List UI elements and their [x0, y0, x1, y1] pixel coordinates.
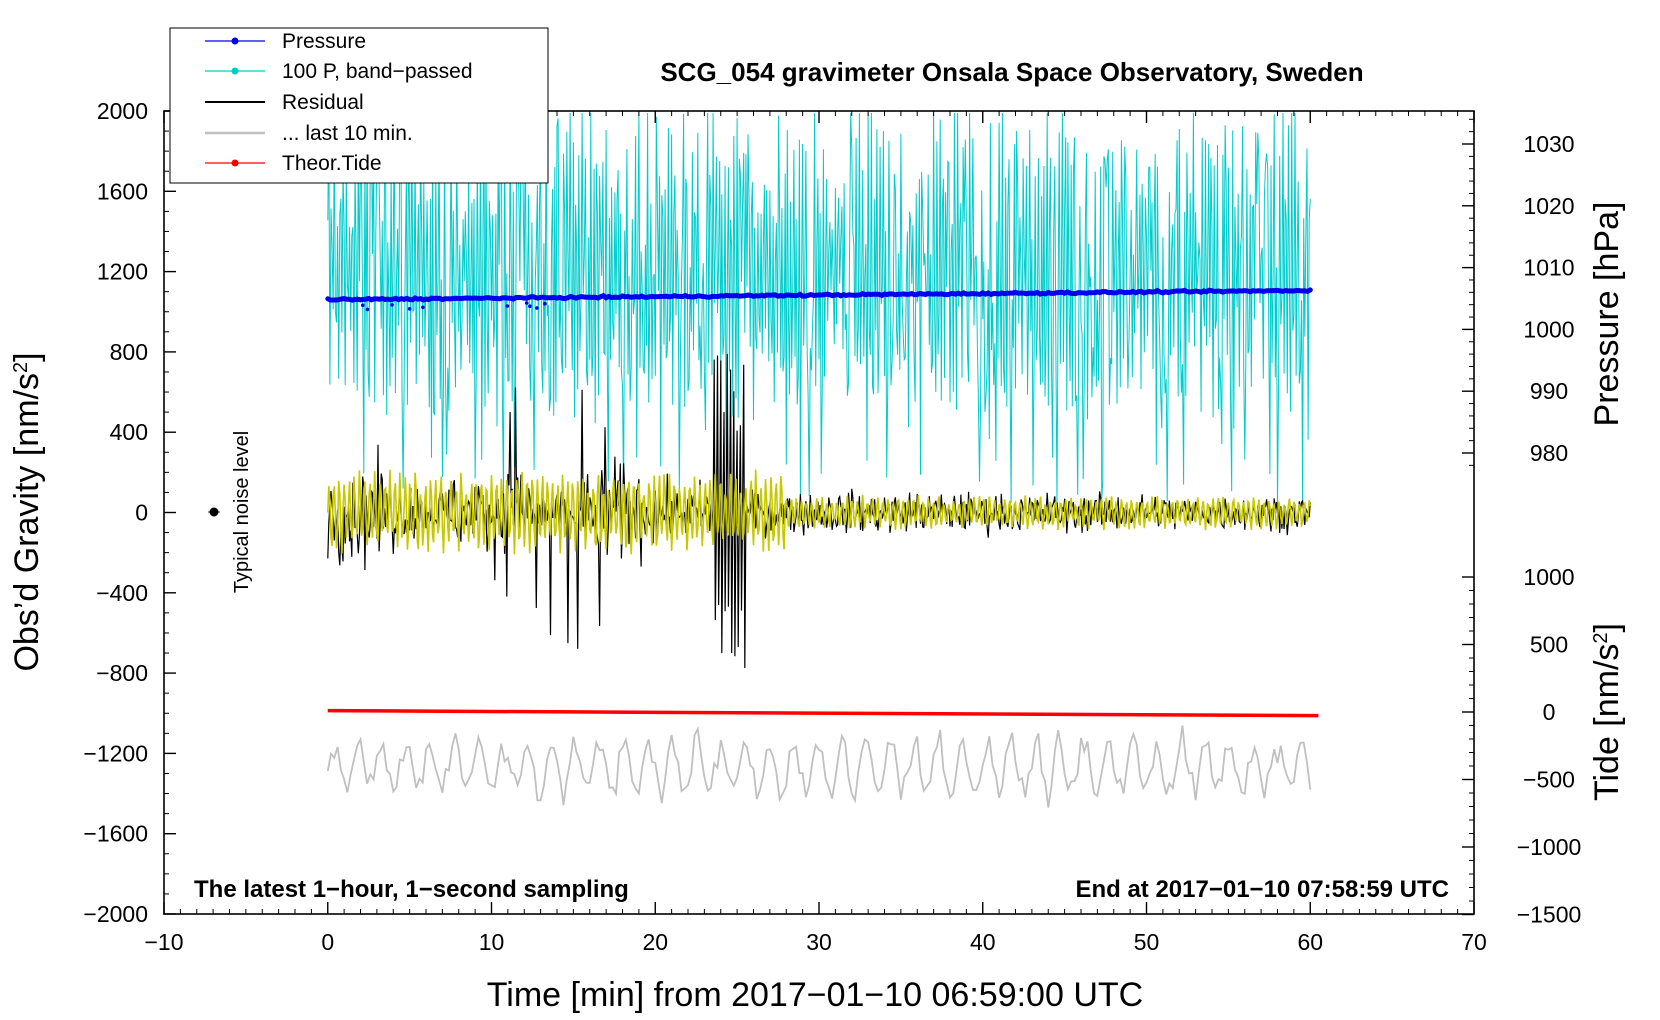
- y-axis-label-left: Obs’d Gravity [nm/s2]: [8, 352, 46, 671]
- pressure-tick-label: 1020: [1523, 193, 1574, 219]
- pressure-outlier-point: [528, 304, 532, 309]
- y-axis-label-tide: Tide [nm/s2]: [1588, 623, 1626, 801]
- pressure-outlier-point: [421, 305, 425, 310]
- legend-label-tide: Theor.Tide: [282, 152, 382, 175]
- legend-marker-pressure: [231, 37, 239, 45]
- legend: Pressure 100 P, band−passed Residual ...…: [169, 27, 549, 184]
- y-tick-label: 1600: [97, 178, 148, 204]
- legend-marker-tide: [231, 159, 239, 167]
- pressure-outlier-point: [361, 303, 365, 308]
- pressure-tick-label: 1010: [1523, 255, 1574, 281]
- noise-level-marker: Typical noise level: [208, 431, 253, 593]
- y-tick-label: 0: [135, 500, 148, 526]
- ticks-layer: −10 0 10 20 30 40 50 60 702000160012008004000−40…: [83, 98, 1581, 955]
- x-tick-label: −10: [144, 929, 183, 955]
- pressure-outlier-point: [535, 306, 539, 310]
- series-line-filtered: [327, 469, 1312, 555]
- y-tick-label: −1200: [83, 740, 148, 766]
- x-tick-label: 40: [970, 929, 996, 955]
- chart-title: SCG_054 gravimeter Onsala Space Observat…: [660, 57, 1363, 87]
- y-tick-label: −2000: [83, 901, 148, 927]
- noise-level-label: Typical noise level: [231, 431, 253, 593]
- pressure-outlier-point: [505, 304, 510, 308]
- annotation-bottom-right: End at 2017−01−10 07:58:59 UTC: [1075, 876, 1449, 903]
- tide-tick-label: −1000: [1517, 834, 1582, 860]
- series-line-tide: [327, 708, 1319, 718]
- series-line-pressure: [325, 287, 1313, 303]
- y-tick-label: −800: [96, 660, 148, 686]
- y-axis-label-pressure: Pressure [hPa]: [1588, 202, 1626, 427]
- y-tick-label: −1600: [83, 821, 148, 847]
- x-tick-label: 20: [642, 929, 668, 955]
- noise-level-dot: [209, 507, 219, 517]
- legend-marker-bandpassed: [231, 67, 239, 75]
- tide-tick-label: −500: [1523, 767, 1575, 793]
- series-line-last10: [326, 725, 1312, 808]
- legend-box: [169, 27, 549, 184]
- x-axis-label: Time [min] from 2017−01−10 06:59:00 UTC: [487, 976, 1143, 1014]
- y-tick-label: 800: [110, 339, 148, 365]
- pressure-outlier-point: [390, 303, 394, 307]
- y-tick-label: −400: [96, 580, 148, 606]
- pressure-tick-label: 990: [1530, 378, 1568, 404]
- x-tick-label: 30: [806, 929, 832, 955]
- legend-label-residual: Residual: [282, 91, 364, 114]
- y-tick-label: 2000: [97, 98, 148, 124]
- pressure-outlier-point: [365, 307, 370, 312]
- y-tick-label: 1200: [97, 259, 148, 285]
- pressure-tick-label: 1030: [1523, 131, 1574, 157]
- legend-label-pressure: Pressure: [282, 30, 366, 53]
- pressure-outlier-point: [524, 301, 529, 305]
- pressure-outlier-point: [407, 307, 412, 311]
- y-tick-label: 400: [110, 419, 148, 445]
- pressure-tick-label: 1000: [1523, 316, 1574, 342]
- annotation-bottom-left: The latest 1−hour, 1−second sampling: [194, 876, 629, 903]
- x-tick-label: 70: [1461, 929, 1487, 955]
- x-tick-label: 10: [479, 929, 505, 955]
- pressure-outlier-point: [543, 301, 547, 306]
- tide-tick-label: −1500: [1517, 902, 1582, 928]
- x-tick-label: 0: [321, 929, 334, 955]
- series-layer: [325, 112, 1319, 808]
- tide-tick-label: 0: [1543, 699, 1556, 725]
- x-tick-label: 50: [1134, 929, 1160, 955]
- series-line-bandpassed: [327, 112, 1311, 506]
- pressure-tick-label: 980: [1530, 440, 1568, 466]
- legend-label-bandpassed: 100 P, band−passed: [282, 60, 473, 83]
- tide-tick-label: 500: [1530, 632, 1568, 658]
- tide-tick-label: 1000: [1523, 564, 1574, 590]
- legend-label-last10: ... last 10 min.: [282, 122, 413, 145]
- x-tick-label: 60: [1297, 929, 1323, 955]
